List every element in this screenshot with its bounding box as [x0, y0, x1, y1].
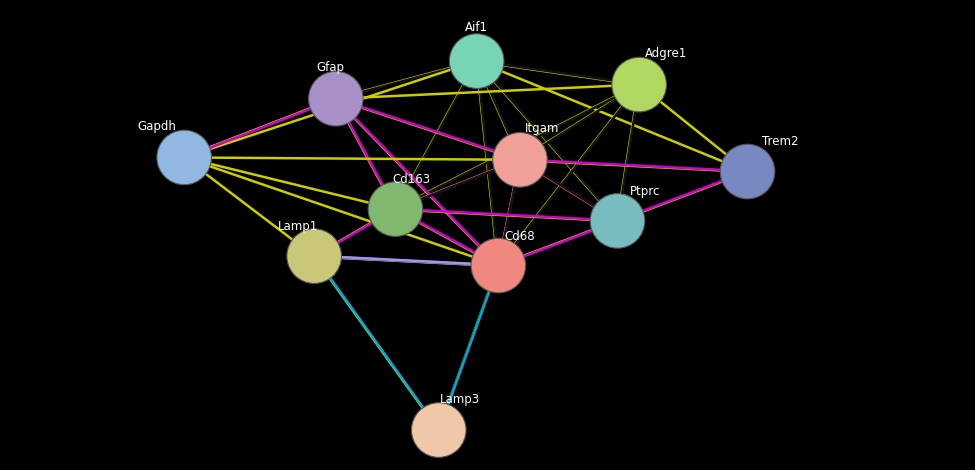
Ellipse shape: [369, 182, 423, 236]
Text: Gfap: Gfap: [317, 61, 344, 74]
Text: Lamp3: Lamp3: [441, 392, 481, 406]
Ellipse shape: [492, 133, 547, 187]
Text: Gapdh: Gapdh: [137, 120, 176, 133]
Text: Itgam: Itgam: [525, 122, 559, 135]
Ellipse shape: [449, 34, 504, 88]
Ellipse shape: [590, 194, 644, 248]
Text: Adgre1: Adgre1: [645, 47, 687, 60]
Text: Cd163: Cd163: [393, 172, 431, 186]
Ellipse shape: [612, 57, 667, 112]
Text: Ptprc: Ptprc: [630, 185, 660, 198]
Text: Lamp1: Lamp1: [278, 219, 318, 233]
Text: Trem2: Trem2: [761, 135, 799, 148]
Text: Cd68: Cd68: [505, 230, 535, 243]
Ellipse shape: [287, 229, 341, 283]
Ellipse shape: [411, 403, 466, 457]
Ellipse shape: [471, 238, 526, 293]
Ellipse shape: [721, 144, 775, 199]
Ellipse shape: [308, 71, 363, 126]
Ellipse shape: [157, 130, 212, 185]
Text: Aif1: Aif1: [465, 21, 488, 34]
